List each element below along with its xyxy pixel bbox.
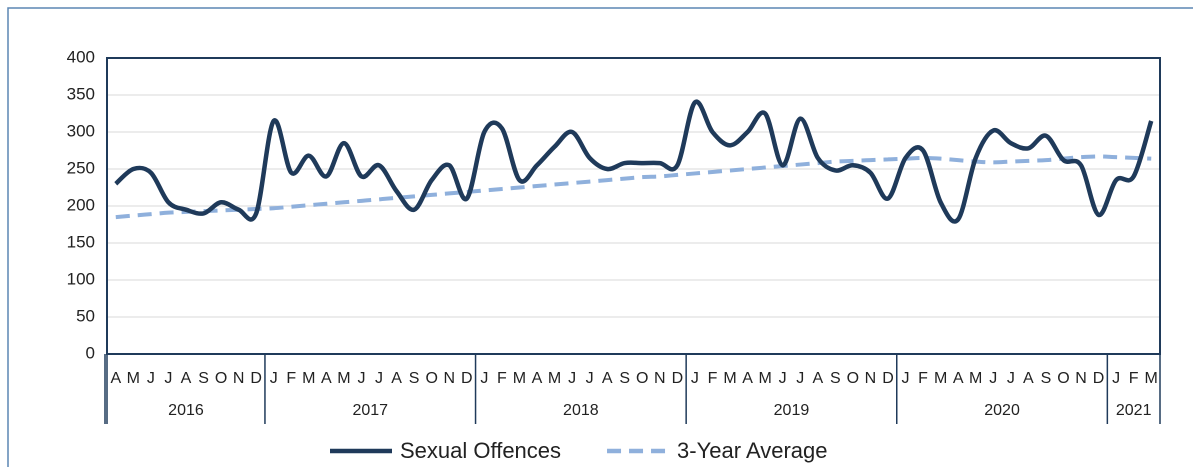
- y-tick-label: 350: [67, 84, 95, 103]
- x-tick-label: F: [286, 370, 296, 387]
- x-tick-label: O: [847, 370, 859, 387]
- x-tick-label: N: [654, 370, 666, 387]
- x-tick-label: J: [1112, 370, 1120, 387]
- x-tick-label: A: [181, 370, 192, 387]
- x-tick-label: N: [1075, 370, 1087, 387]
- x-tick-label: O: [215, 370, 227, 387]
- plot-border: [106, 57, 1161, 355]
- x-tick-label: A: [602, 370, 613, 387]
- x-tick-label: A: [742, 370, 753, 387]
- x-tick-label: M: [723, 370, 736, 387]
- y-tick-label: 0: [86, 343, 95, 362]
- frame: [7, 7, 1193, 467]
- series-line: [115, 154, 1152, 220]
- x-tick-label: J: [902, 370, 910, 387]
- y-tick-label: 100: [67, 269, 95, 288]
- x-tick-label: M: [758, 370, 771, 387]
- x-tick-label: N: [233, 370, 245, 387]
- x-tick-label: A: [391, 370, 402, 387]
- year-label: 2021: [1116, 402, 1152, 419]
- x-tick-label: J: [691, 370, 699, 387]
- year-label: 2016: [168, 402, 204, 419]
- x-tick-label: J: [147, 370, 155, 387]
- x-tick-label: A: [110, 370, 121, 387]
- x-tick-label: N: [443, 370, 455, 387]
- x-tick-label: F: [708, 370, 718, 387]
- x-tick-label: M: [1145, 370, 1158, 387]
- x-tick-label: O: [425, 370, 437, 387]
- x-tick-label: J: [568, 370, 576, 387]
- y-tick-label: 300: [67, 121, 95, 140]
- x-tick-label: S: [1041, 370, 1052, 387]
- x-tick-label: O: [1057, 370, 1069, 387]
- year-label: 2018: [563, 402, 599, 419]
- x-tick-label: J: [357, 370, 365, 387]
- x-tick-label: J: [1007, 370, 1015, 387]
- x-tick-label: M: [127, 370, 140, 387]
- x-tick-label: D: [882, 370, 894, 387]
- x-tick-label: A: [532, 370, 543, 387]
- x-tick-label: J: [586, 370, 594, 387]
- x-tick-label: D: [1093, 370, 1105, 387]
- x-tick-label: J: [480, 370, 488, 387]
- y-tick-label: 400: [67, 47, 95, 66]
- year-label: 2020: [984, 402, 1020, 419]
- x-tick-label: F: [918, 370, 928, 387]
- x-tick-label: S: [198, 370, 209, 387]
- x-tick-label: D: [250, 370, 262, 387]
- x-tick-label: F: [497, 370, 507, 387]
- series-line: [114, 99, 1154, 224]
- y-tick-label: 200: [67, 195, 95, 214]
- x-tick-label: M: [934, 370, 947, 387]
- x-tick-label: S: [830, 370, 841, 387]
- x-tick-label: D: [672, 370, 684, 387]
- year-label: 2019: [774, 402, 810, 419]
- x-tick-label: M: [337, 370, 350, 387]
- x-tick-label: J: [270, 370, 278, 387]
- x-tick-label: A: [321, 370, 332, 387]
- x-tick-label: J: [779, 370, 787, 387]
- x-tick-label: J: [375, 370, 383, 387]
- x-tick-label: F: [1129, 370, 1139, 387]
- legend-label: Sexual Offences: [400, 438, 561, 463]
- x-tick-label: M: [548, 370, 561, 387]
- y-tick-label: 50: [76, 306, 95, 325]
- x-tick-label: J: [796, 370, 804, 387]
- x-tick-label: S: [619, 370, 630, 387]
- x-tick-label: M: [302, 370, 315, 387]
- x-tick-label: A: [1023, 370, 1034, 387]
- x-tick-label: A: [953, 370, 964, 387]
- x-tick-label: J: [989, 370, 997, 387]
- x-tick-label: A: [812, 370, 823, 387]
- y-tick-label: 250: [67, 158, 95, 177]
- x-tick-label: D: [461, 370, 473, 387]
- year-label: 2017: [352, 402, 388, 419]
- x-tick-label: O: [636, 370, 648, 387]
- x-tick-label: S: [409, 370, 420, 387]
- x-tick-label: M: [969, 370, 982, 387]
- x-tick-label: N: [865, 370, 877, 387]
- x-tick-label: J: [164, 370, 172, 387]
- legend-label: 3-Year Average: [677, 438, 827, 463]
- x-tick-label: M: [513, 370, 526, 387]
- y-tick-label: 150: [67, 232, 95, 251]
